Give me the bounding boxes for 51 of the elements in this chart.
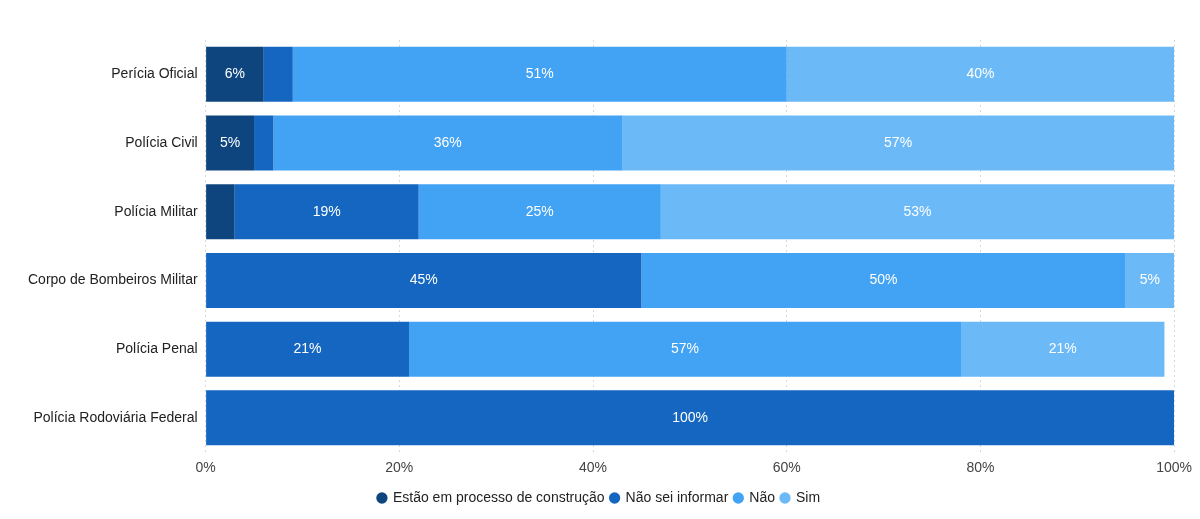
y-tick-label: Polícia Rodoviária Federal bbox=[33, 408, 198, 425]
x-tick-label: 40% bbox=[579, 459, 608, 476]
x-tick-label: 80% bbox=[966, 459, 995, 476]
data-label: 40% bbox=[966, 65, 995, 82]
legend-label: Não bbox=[749, 488, 776, 505]
legend-label: Sim bbox=[795, 488, 821, 505]
y-tick-label: Polícia Civil bbox=[125, 133, 198, 150]
legend-label: Não sei informar bbox=[625, 488, 729, 505]
bar bbox=[206, 46, 264, 102]
bar bbox=[234, 184, 419, 240]
bar bbox=[786, 46, 1175, 102]
bar bbox=[641, 252, 1126, 308]
x-tick-label: 100% bbox=[1156, 459, 1192, 476]
data-label: 57% bbox=[884, 133, 913, 150]
y-tick-label: Polícia Penal bbox=[115, 340, 198, 357]
bar bbox=[1125, 252, 1175, 308]
y-tick-label: Polícia Militar bbox=[114, 202, 198, 219]
data-label: 5% bbox=[219, 133, 241, 150]
data-label: 45% bbox=[409, 271, 438, 288]
data-label: 36% bbox=[433, 133, 462, 150]
data-label: 53% bbox=[903, 202, 932, 219]
y-tick-label: Corpo de Bombeiros Militar bbox=[28, 271, 198, 288]
bar bbox=[206, 115, 255, 171]
data-label: 21% bbox=[293, 340, 322, 357]
x-tick-label: 20% bbox=[385, 459, 414, 476]
bar bbox=[292, 46, 787, 102]
data-label: 6% bbox=[224, 65, 246, 82]
data-label: 100% bbox=[672, 408, 709, 425]
data-label: 57% bbox=[671, 340, 700, 357]
bar bbox=[206, 321, 409, 377]
bar bbox=[206, 252, 642, 308]
x-tick-label: 60% bbox=[772, 459, 801, 476]
x-tick-label: 0% bbox=[195, 459, 216, 476]
legend-label: Estão em processo de construção bbox=[392, 488, 605, 505]
data-label: 5% bbox=[1139, 271, 1160, 288]
data-label: 19% bbox=[312, 202, 341, 219]
bar bbox=[263, 46, 293, 102]
bar bbox=[206, 184, 235, 240]
bar bbox=[254, 115, 274, 171]
bar bbox=[660, 184, 1175, 240]
bar bbox=[409, 321, 962, 377]
bar bbox=[418, 184, 661, 240]
bar bbox=[961, 321, 1165, 377]
data-label: 51% bbox=[525, 65, 554, 82]
bar bbox=[622, 115, 1175, 171]
data-label: 21% bbox=[1048, 340, 1077, 357]
bar bbox=[206, 390, 1175, 446]
data-label: 25% bbox=[525, 202, 554, 219]
data-label: 50% bbox=[869, 271, 898, 288]
y-tick-label: Perícia Oficial bbox=[111, 65, 198, 82]
bar bbox=[273, 115, 623, 171]
